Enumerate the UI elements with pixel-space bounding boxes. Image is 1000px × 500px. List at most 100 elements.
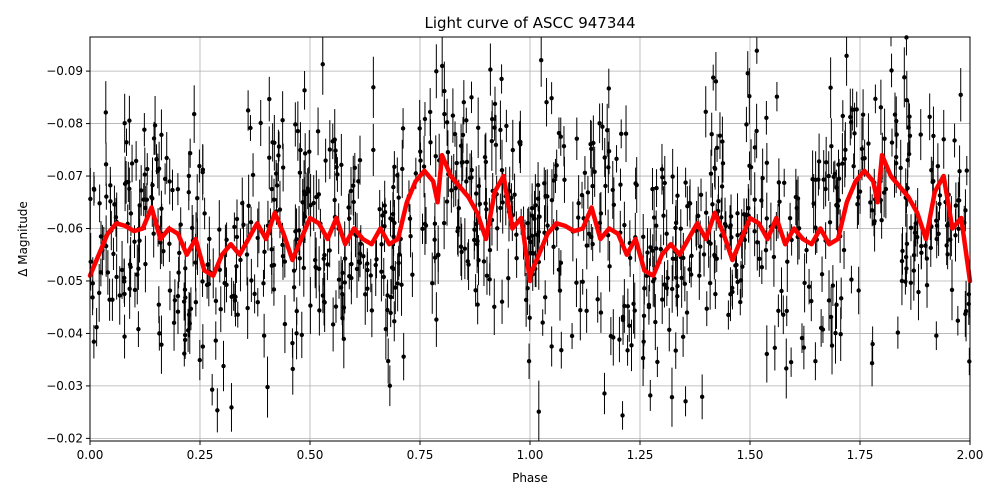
data-point [850, 107, 855, 112]
data-point [434, 317, 439, 322]
data-point [265, 384, 270, 390]
data-point [506, 275, 511, 281]
data-point [90, 281, 95, 286]
data-point [348, 188, 354, 194]
data-point [167, 288, 173, 293]
data-point [703, 109, 708, 114]
data-point [592, 169, 597, 175]
data-point [197, 163, 202, 169]
data-point [469, 95, 474, 100]
data-point [902, 75, 907, 80]
data-point [584, 243, 589, 248]
data-point [161, 248, 166, 254]
data-point [764, 160, 770, 166]
data-point [246, 203, 251, 208]
data-point [434, 69, 439, 74]
data-point [545, 223, 550, 228]
data-point [217, 267, 222, 272]
data-point [757, 256, 762, 262]
data-point [186, 312, 192, 317]
data-point [687, 201, 693, 206]
data-point [851, 164, 856, 169]
data-point [487, 277, 492, 282]
data-point [387, 383, 393, 388]
data-point [356, 179, 361, 184]
data-point [464, 179, 469, 184]
data-point [454, 160, 459, 166]
data-point [629, 343, 634, 348]
data-point [682, 281, 688, 287]
data-point [306, 189, 311, 194]
data-point [249, 278, 254, 283]
data-point [881, 190, 887, 195]
data-point [217, 227, 222, 232]
data-point [670, 174, 675, 179]
data-point [460, 159, 465, 165]
data-point [660, 175, 665, 180]
data-point [759, 198, 764, 203]
data-point [518, 142, 523, 147]
data-point [308, 203, 313, 208]
data-point [354, 266, 360, 272]
data-point [338, 285, 344, 290]
data-point [589, 234, 594, 240]
data-point [132, 287, 138, 293]
data-point [114, 274, 119, 280]
data-point [726, 312, 731, 318]
data-point [633, 181, 638, 186]
data-point [272, 140, 277, 145]
data-point [632, 308, 637, 313]
data-point [91, 339, 97, 344]
data-point [953, 233, 958, 238]
data-point [245, 108, 251, 113]
data-point [600, 124, 605, 129]
data-point [428, 140, 433, 145]
data-point [871, 221, 877, 226]
data-point [282, 259, 288, 264]
data-point [934, 223, 940, 228]
data-point [365, 261, 370, 266]
data-point [408, 233, 413, 239]
data-point [540, 320, 545, 325]
data-point [181, 299, 187, 304]
data-point [294, 331, 299, 336]
data-point [207, 236, 212, 242]
data-point [492, 101, 498, 107]
data-point [590, 183, 595, 189]
data-point [735, 211, 740, 216]
data-point [931, 133, 936, 139]
data-point [949, 287, 955, 293]
data-point [956, 226, 961, 232]
data-point [158, 240, 163, 245]
data-point [526, 359, 532, 364]
data-point [752, 145, 758, 150]
data-point [473, 191, 479, 196]
data-point [908, 225, 914, 230]
data-point [895, 330, 901, 335]
data-point [625, 348, 630, 353]
data-point [606, 165, 611, 170]
data-point [523, 297, 529, 303]
data-point [514, 255, 519, 261]
data-point [91, 187, 97, 192]
data-point [604, 128, 610, 133]
data-point [323, 158, 328, 163]
data-point [931, 178, 936, 184]
data-point [866, 141, 871, 146]
data-point [941, 137, 946, 142]
data-point [934, 333, 939, 338]
data-point [582, 170, 588, 175]
data-point [956, 198, 962, 203]
data-point [675, 193, 680, 198]
data-point [620, 413, 625, 418]
data-point [900, 248, 905, 254]
data-point [155, 168, 160, 174]
data-point [720, 139, 725, 144]
data-point [764, 115, 769, 121]
data-point [696, 213, 701, 219]
data-point [538, 58, 544, 63]
data-point [889, 68, 894, 73]
data-point [530, 251, 536, 256]
data-point [330, 139, 335, 144]
data-point [856, 288, 861, 293]
